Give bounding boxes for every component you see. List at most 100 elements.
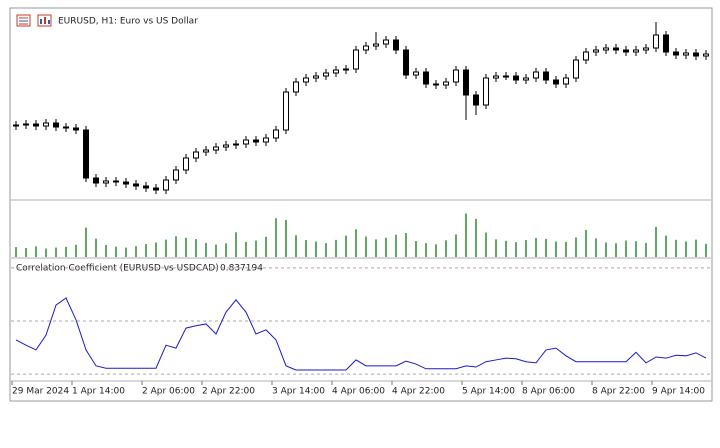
volume-bar — [125, 247, 127, 257]
volume-bar — [195, 239, 197, 257]
indicator-title: Correlation Coefficient (EURUSD vs USDCA… — [16, 264, 219, 274]
candle-body — [453, 69, 459, 83]
volume-bar — [405, 233, 407, 257]
candle-body — [533, 71, 539, 79]
candle-body — [173, 169, 179, 181]
candle-body — [553, 79, 559, 85]
candle-body — [583, 51, 589, 61]
toolbar-icon[interactable] — [37, 14, 52, 27]
time-label: 2 Apr 06:00 — [142, 387, 195, 397]
volume-bar — [565, 241, 567, 257]
candle-body — [73, 127, 79, 131]
volume-bar — [695, 239, 697, 257]
candle-body — [663, 34, 669, 53]
volume-bar — [605, 242, 607, 257]
candle-body — [423, 71, 429, 85]
candle-body — [283, 91, 289, 131]
candle-body — [593, 49, 599, 53]
toolbar-icon[interactable] — [16, 14, 31, 27]
candle-body — [153, 187, 159, 191]
candle-body — [393, 39, 399, 51]
indicator-value: 0.837194 — [220, 264, 263, 274]
time-label: 29 Mar 2024 — [12, 387, 69, 397]
candle-body — [13, 124, 19, 127]
volume-bar — [85, 227, 87, 257]
volume-bar — [555, 241, 557, 257]
candle-body — [273, 129, 279, 139]
correlation-line — [15, 297, 707, 371]
volume-bar — [265, 236, 267, 257]
volume-bar — [315, 241, 317, 257]
candle-body — [363, 45, 369, 51]
candle-body — [473, 94, 479, 106]
volume-bar — [35, 246, 37, 257]
volume-bar — [595, 238, 597, 257]
volume-bar — [385, 237, 387, 257]
candle-body — [513, 75, 519, 81]
volume-bar — [285, 219, 287, 257]
candle-body — [383, 39, 389, 45]
candle-body — [323, 72, 329, 77]
candle-body — [633, 49, 639, 53]
volume-bar — [95, 238, 97, 257]
symbol-title: EURUSD, H1: Euro vs US Dollar — [58, 17, 198, 27]
candle-body — [233, 143, 239, 146]
volume-bar — [525, 240, 527, 257]
candle-body — [563, 77, 569, 85]
candle-body — [343, 68, 349, 71]
volume-bar — [655, 226, 657, 257]
volume-bar — [185, 237, 187, 257]
volume-bar — [135, 246, 137, 257]
chart-frame — [9, 7, 713, 402]
time-label: 3 Apr 14:00 — [272, 387, 325, 397]
volume-bar — [515, 242, 517, 257]
volume-bar — [535, 237, 537, 257]
volume-bar — [235, 232, 237, 257]
volume-bar — [105, 245, 107, 257]
candle-body — [333, 69, 339, 74]
volume-bar — [75, 244, 77, 257]
volume-bar — [45, 248, 47, 257]
volume-bar — [245, 241, 247, 257]
candle-body — [293, 81, 299, 93]
candle-body — [303, 77, 309, 83]
candle-body — [163, 179, 169, 191]
volume-bar — [465, 213, 467, 257]
candle-body — [463, 69, 469, 96]
candle-body — [653, 34, 659, 49]
candle-body — [503, 75, 509, 78]
volume-bar — [275, 218, 277, 257]
candle-body — [143, 185, 149, 189]
candle-body — [53, 122, 59, 128]
volume-bar — [585, 229, 587, 257]
candle-body — [673, 51, 679, 56]
candle-body — [703, 53, 709, 57]
volume-bar — [445, 240, 447, 257]
time-label: 8 Apr 06:00 — [522, 387, 575, 397]
candle-body — [63, 126, 69, 129]
candle-body — [203, 149, 209, 153]
candle-body — [113, 180, 119, 183]
volume-bar — [435, 244, 437, 257]
volume-bar — [505, 240, 507, 257]
volume-bar — [575, 237, 577, 257]
candle-body — [253, 139, 259, 143]
time-label: 4 Apr 06:00 — [332, 387, 385, 397]
volume-bar — [55, 247, 57, 257]
candle-body — [543, 71, 549, 81]
volume-bar — [115, 246, 117, 257]
volume-bar — [215, 244, 217, 257]
candle-body — [123, 181, 129, 185]
time-label: 9 Apr 14:00 — [652, 387, 705, 397]
candle-body — [613, 47, 619, 51]
volume-bar — [425, 243, 427, 257]
time-label: 4 Apr 22:00 — [392, 387, 445, 397]
candle-body — [263, 137, 269, 143]
volume-bar — [675, 239, 677, 257]
candle-body — [413, 71, 419, 76]
volume-bar — [615, 243, 617, 257]
candle-body — [133, 183, 139, 187]
volume-bar — [15, 247, 17, 257]
volume-bar — [205, 242, 207, 257]
